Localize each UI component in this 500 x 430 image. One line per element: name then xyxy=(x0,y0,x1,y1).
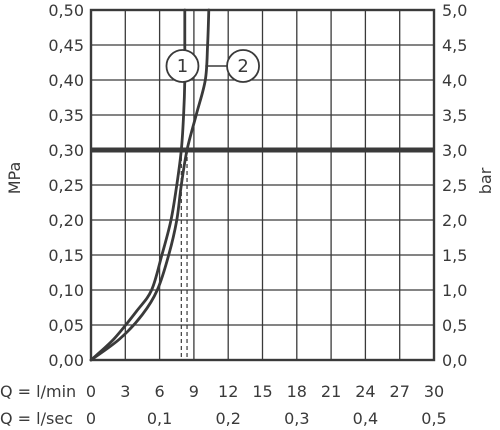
x-primary-tick-label: 6 xyxy=(155,382,165,401)
y-right-tick-label: 0,0 xyxy=(442,351,467,370)
x-primary-tick-label: 27 xyxy=(390,382,410,401)
y-left-tick-label: 0,00 xyxy=(48,351,84,370)
x-primary-tick-label: 21 xyxy=(321,382,341,401)
plot-frame xyxy=(89,8,436,362)
tick-labels: 0,000,050,100,150,200,250,300,350,400,45… xyxy=(48,1,467,428)
grid xyxy=(91,10,434,360)
y-left-tick-label: 0,15 xyxy=(48,246,84,265)
y-right-tick-label: 3,0 xyxy=(442,141,467,160)
y-left-tick-label: 0,35 xyxy=(48,106,84,125)
y-left-tick-label: 0,50 xyxy=(48,1,84,20)
y-left-tick-label: 0,45 xyxy=(48,36,84,55)
x-primary-tick-label: 24 xyxy=(355,382,375,401)
y-axis-title-left: MPa xyxy=(5,162,24,195)
x-primary-tick-label: 0 xyxy=(86,382,96,401)
x-secondary-tick-label: 0,5 xyxy=(421,409,446,428)
y-left-tick-label: 0,40 xyxy=(48,71,84,90)
x-primary-tick-label: 12 xyxy=(218,382,238,401)
x-primary-tick-label: 30 xyxy=(424,382,444,401)
y-right-tick-label: 3,5 xyxy=(442,106,467,125)
x-secondary-tick-label: 0 xyxy=(86,409,96,428)
y-axis-title-right: bar xyxy=(476,167,495,194)
annotation-circle-2 xyxy=(226,49,260,83)
y-right-tick-label: 2,5 xyxy=(442,176,467,195)
x-secondary-tick-label: 0,4 xyxy=(353,409,378,428)
y-right-tick-label: 1,0 xyxy=(442,281,467,300)
series-line-2 xyxy=(89,8,211,362)
y-left-tick-label: 0,25 xyxy=(48,176,84,195)
x-primary-tick-label: 3 xyxy=(120,382,130,401)
x-secondary-axis-label: Q = l/sec xyxy=(0,409,73,428)
x-primary-axis-label: Q = l/min xyxy=(0,382,76,401)
y-left-tick-label: 0,30 xyxy=(48,141,84,160)
y-left-tick-label: 0,10 xyxy=(48,281,84,300)
y-right-tick-label: 0,5 xyxy=(442,316,467,335)
y-right-tick-label: 5,0 xyxy=(442,1,467,20)
plot-border xyxy=(89,8,436,362)
x-secondary-tick-label: 0,1 xyxy=(147,409,172,428)
y-right-tick-label: 2,0 xyxy=(442,211,467,230)
y-left-tick-label: 0,05 xyxy=(48,316,84,335)
annotation-label-1: 1 xyxy=(177,56,188,77)
y-right-tick-label: 1,5 xyxy=(442,246,467,265)
x-primary-tick-label: 9 xyxy=(189,382,199,401)
x-primary-tick-label: 15 xyxy=(252,382,272,401)
y-left-tick-label: 0,20 xyxy=(48,211,84,230)
annotation-circle-1 xyxy=(165,49,200,83)
x-primary-tick-label: 18 xyxy=(287,382,307,401)
x-secondary-tick-label: 0,2 xyxy=(215,409,240,428)
x-secondary-tick-label: 0,3 xyxy=(284,409,309,428)
annotation-label-2: 2 xyxy=(237,56,248,77)
y-right-tick-label: 4,0 xyxy=(442,71,467,90)
y-right-tick-label: 4,5 xyxy=(442,36,467,55)
